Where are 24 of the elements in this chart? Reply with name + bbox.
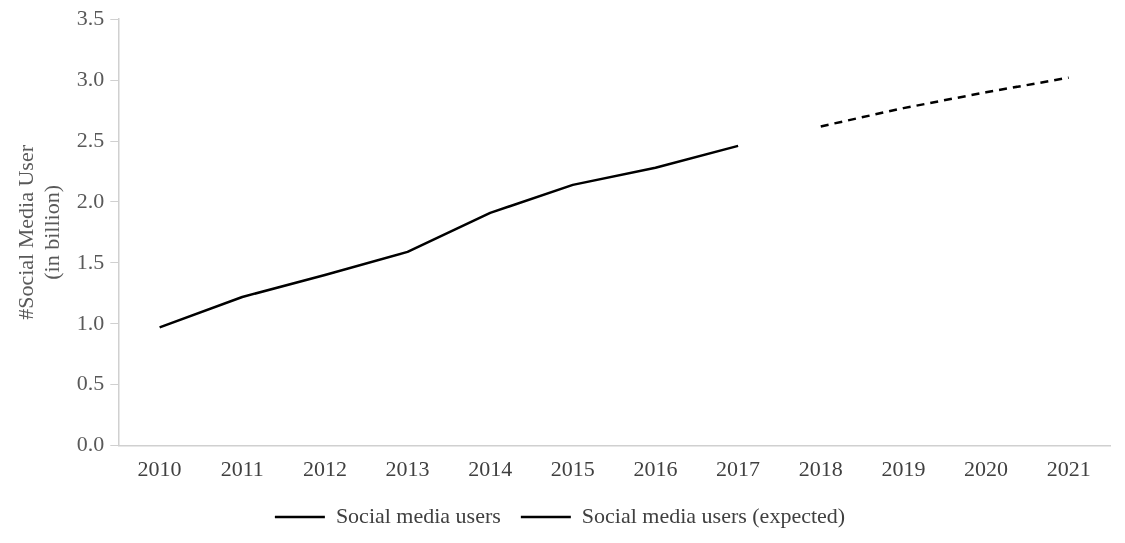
x-tick-label: 2015	[550, 455, 595, 481]
y-tick-label: 2.0	[76, 187, 105, 213]
x-tick-label: 2019	[881, 455, 926, 481]
x-tick-label: 2013	[385, 455, 430, 481]
legend-label: Social media users (expected)	[581, 502, 846, 528]
line-series	[819, 76, 1070, 128]
x-tick-label: 2012	[302, 455, 347, 481]
x-tick-label: 2020	[964, 455, 1009, 481]
x-tick-label: 2010	[137, 455, 182, 481]
x-tick-label: 2017	[716, 455, 761, 481]
legend-label: Social media users	[335, 502, 501, 528]
y-tick-label: 0.0	[76, 431, 105, 457]
y-tick-label: 1.5	[76, 248, 105, 274]
x-tick-label: 2016	[633, 455, 678, 481]
y-axis-title: #Social Media User (in billion)	[12, 144, 65, 320]
y-tick-label: 0.5	[76, 370, 105, 396]
x-tick-label: 2011	[220, 455, 264, 481]
y-tick-label: 1.0	[76, 309, 105, 335]
x-tick-label: 2014	[468, 455, 513, 481]
x-tick-label: 2018	[798, 455, 843, 481]
y-tick-label: 2.5	[76, 126, 105, 152]
x-tick-label: 2021	[1046, 455, 1091, 481]
y-tick-label: 3.5	[76, 4, 105, 30]
y-tick-label: 3.0	[76, 65, 105, 91]
